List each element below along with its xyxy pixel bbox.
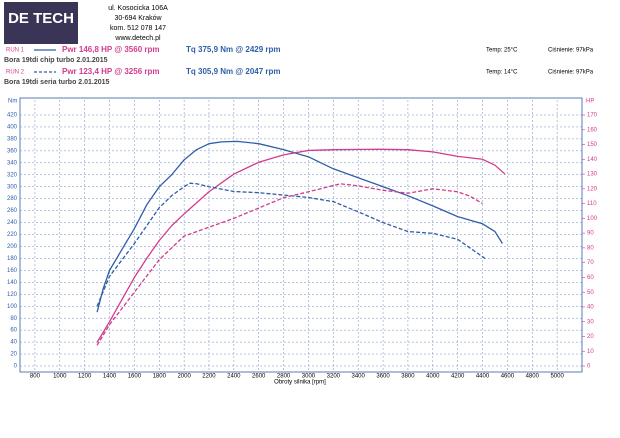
y2-tick-label: 90 [587, 231, 594, 237]
run-label: RUN 2 [6, 70, 25, 76]
y-tick-label: 400 [7, 125, 18, 131]
x-tick-label: 2200 [202, 374, 216, 380]
y-tick-label: 240 [7, 220, 18, 226]
x-tick-label: 2600 [252, 374, 266, 380]
y-tick-label: 0 [14, 364, 18, 370]
y2-tick-label: 20 [587, 334, 594, 340]
x-tick-label: 3600 [376, 374, 390, 380]
series-line [96, 182, 486, 307]
series-line [96, 148, 506, 343]
y2-tick-label: 110 [587, 201, 597, 207]
x-tick-label: 3200 [327, 374, 341, 380]
run-legend: RUN 1 Pwr 146,8 HP @ 3560 rpm Tq 375,9 Nm … [4, 45, 594, 86]
y-tick-label: 260 [7, 208, 18, 214]
y2-axis-title: HP [586, 99, 594, 105]
x-tick-label: 2800 [277, 374, 291, 380]
address-line: ul. Kosocicka 106A [108, 5, 168, 12]
y-tick-label: 60 [10, 328, 17, 334]
x-tick-label: 4200 [451, 374, 465, 380]
y2-tick-label: 130 [587, 172, 598, 178]
x-tick-label: 1800 [153, 374, 167, 380]
y-tick-label: 320 [7, 172, 18, 178]
y-tick-label: 140 [7, 280, 18, 286]
x-tick-label: 2000 [177, 374, 191, 380]
x-tick-label: 3000 [302, 374, 316, 380]
x-tick-label: 2400 [227, 374, 241, 380]
y2-tick-label: 140 [587, 157, 598, 163]
x-tick-label: 4800 [526, 374, 540, 380]
run-power: Pwr 123,4 HP @ 3256 rpm [62, 67, 159, 76]
run-temp: Temp: 14°C [486, 70, 518, 76]
y2-tick-label: 60 [587, 275, 594, 281]
y2-tick-label: 10 [587, 349, 594, 355]
run-label: RUN 1 [6, 48, 25, 54]
y-tick-label: 160 [7, 268, 18, 274]
x-tick-label: 4600 [501, 374, 515, 380]
x-tick-label: 1000 [53, 374, 67, 380]
x-tick-label: 4400 [476, 374, 490, 380]
y2-tick-label: 170 [587, 113, 598, 119]
y2-tick-label: 160 [587, 127, 598, 133]
y-tick-label: 380 [7, 136, 18, 142]
run-power: Pwr 146,8 HP @ 3560 rpm [62, 45, 159, 54]
logo: DE TECH [8, 10, 74, 27]
y-tick-label: 220 [7, 232, 18, 238]
y-tick-label: 420 [7, 113, 18, 119]
x-tick-label: 1400 [103, 374, 117, 380]
address-line: www.detech.pl [114, 35, 161, 42]
y2-tick-label: 120 [587, 186, 598, 192]
logo-box [4, 2, 78, 44]
address-line: 30-694 Kraków [114, 15, 162, 22]
series-line [96, 183, 483, 346]
run-description: Bora 19tdi chip turbo 2.01.2015 [4, 57, 108, 64]
x-tick-label: 3800 [401, 374, 415, 380]
x-tick-label: 1200 [78, 374, 92, 380]
plot-frame [19, 97, 583, 373]
x-tick-label: 1600 [128, 374, 142, 380]
y2-tick-label: 50 [587, 290, 594, 296]
y-tick-label: 300 [7, 184, 18, 190]
y-tick-label: 20 [10, 352, 17, 358]
y-tick-label: 120 [7, 292, 18, 298]
y-tick-label: 360 [7, 148, 18, 154]
y-tick-label: 40 [10, 340, 17, 346]
x-tick-label: 800 [30, 374, 41, 380]
x-tick-label: 4000 [426, 374, 440, 380]
x-tick-label: 5000 [550, 374, 564, 380]
run-pressure: Ciśnienie: 97kPa [548, 70, 594, 76]
y2-tick-label: 70 [587, 260, 594, 266]
y-tick-label: 340 [7, 160, 18, 166]
run-temp: Temp: 25°C [486, 48, 518, 54]
series-line [96, 140, 503, 313]
y2-tick-label: 100 [587, 216, 598, 222]
y2-tick-label: 150 [587, 142, 598, 148]
run-description: Bora 19tdi seria turbo 2.01.2015 [4, 79, 110, 86]
address-line: kom. 512 078 147 [110, 25, 166, 32]
y2-tick-label: 40 [587, 305, 594, 311]
x-axis-title: Obroty silnika [rpm] [274, 380, 326, 386]
run-torque: Tq 305,9 Nm @ 2047 rpm [186, 67, 281, 76]
y-tick-label: 180 [7, 256, 18, 262]
y-tick-label: 80 [10, 316, 17, 322]
y-tick-label: 280 [7, 196, 18, 202]
y-tick-label: 100 [7, 304, 18, 310]
run-torque: Tq 375,9 Nm @ 2429 rpm [186, 45, 281, 54]
run-pressure: Ciśnienie: 97kPa [548, 48, 594, 54]
y2-tick-label: 0 [587, 364, 591, 370]
y2-tick-label: 80 [587, 245, 594, 251]
y-tick-label: 200 [7, 244, 18, 250]
y2-tick-label: 30 [587, 319, 594, 325]
y-axis-title: Nm [8, 99, 17, 105]
x-tick-label: 3400 [352, 374, 366, 380]
